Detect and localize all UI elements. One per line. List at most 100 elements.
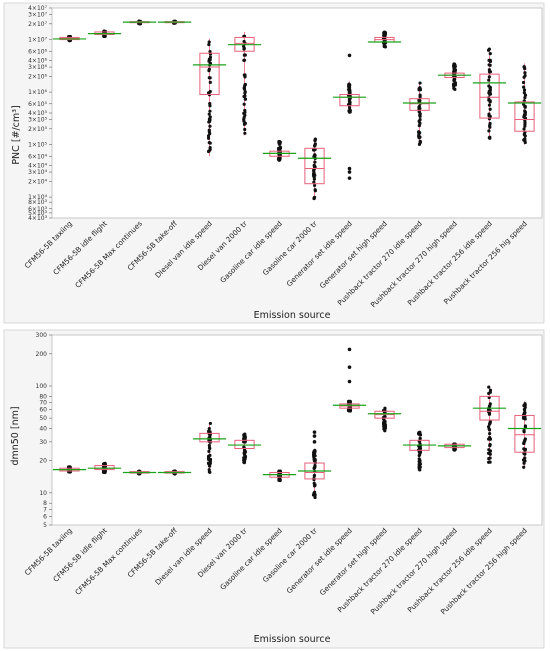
chart-1-data-point: [313, 138, 317, 142]
chart-2-data-point: [417, 431, 421, 435]
chart-2-data-point: [488, 437, 493, 441]
chart-2-data-point: [487, 428, 492, 432]
chart-2-data-point: [208, 421, 212, 426]
chart-2-data-point: [417, 467, 422, 472]
chart-2-data-point: [487, 411, 492, 415]
chart-1-y-axis-label: PNC [#/cm³]: [11, 105, 22, 164]
chart-1-data-point: [418, 81, 422, 85]
chart-1-data-point: [208, 55, 213, 60]
chart-1-y-tick-label: 3×10⁷: [28, 12, 47, 19]
chart-1-data-point: [313, 188, 317, 192]
chart-2-data-point: [312, 459, 317, 463]
chart-1-box: [199, 52, 220, 96]
chart-2-y-tick-label: 70: [39, 400, 47, 407]
chart-1-data-point: [208, 115, 212, 119]
chart-1-data-point: [418, 140, 422, 144]
chart-1-y-tick-label: 1×10⁷: [28, 37, 47, 44]
chart-2-y-tick-label: 200: [36, 351, 48, 358]
chart-2-data-point: [207, 456, 211, 461]
chart-1-data-point: [207, 40, 211, 44]
chart-1-data-point: [207, 69, 211, 73]
chart-2-data-point: [208, 464, 212, 468]
chart-2-y-tick-label: 40: [39, 426, 47, 433]
chart-1-y-tick-label: 4×10³: [28, 215, 47, 222]
chart-2-y-tick-label: 8: [43, 500, 47, 507]
chart-2-data-point: [383, 419, 387, 423]
chart-2-data-point: [523, 408, 527, 412]
chart-2-data-point: [243, 454, 247, 458]
chart-2-data-point: [278, 475, 282, 479]
chart-2-data-point: [207, 430, 211, 434]
chart-1-data-point: [417, 130, 421, 135]
chart-2-data-point: [312, 476, 316, 480]
chart-1-data-point: [417, 136, 421, 140]
chart-1-y-tick-label: 3×10⁶: [28, 64, 47, 71]
chart-2-data-point: [312, 473, 317, 478]
chart-1-data-point: [418, 95, 422, 99]
chart-2-data-point: [346, 400, 351, 404]
chart-2-data-point: [523, 438, 527, 442]
chart-1-box: [304, 147, 325, 185]
chart-1-box: [409, 98, 430, 111]
chart-1-data-point: [487, 103, 492, 107]
chart-2-data-point: [418, 449, 422, 453]
chart-1-outlier-point: [347, 53, 352, 58]
chart-1-y-tick-label: 2×10⁷: [28, 21, 47, 28]
chart-1-data-point: [243, 82, 247, 87]
chart-1-data-point: [313, 144, 317, 148]
chart-1-data-point: [523, 71, 527, 75]
chart-2-data-point: [242, 445, 246, 449]
chart-1-data-point: [487, 98, 491, 102]
chart-1-outlier-point: [347, 166, 352, 171]
chart-2-data-point: [418, 436, 422, 441]
chart-1-data-point: [207, 149, 211, 153]
chart-2-plot-area: [51, 334, 543, 526]
chart-2-box: [94, 465, 115, 471]
chart-1-data-point: [243, 122, 247, 126]
chart-1-data-point: [523, 93, 528, 97]
chart-2-data-point: [208, 461, 212, 465]
chart-2-data-point: [488, 432, 492, 436]
chart-2-y-tick-label: 50: [39, 415, 47, 422]
chart-2-data-point: [488, 421, 492, 425]
chart-1-data-point: [523, 96, 527, 100]
chart-1-outlier-point: [347, 176, 352, 180]
chart-1-data-point: [452, 66, 456, 70]
chart-1-data-point: [208, 104, 212, 108]
chart-1-y-tick-label: 4×10⁷: [28, 5, 47, 12]
chart-2-outlier-point: [347, 347, 352, 352]
chart-2-y-tick-label: 10: [39, 490, 47, 497]
chart-1-data-point: [242, 102, 246, 106]
chart-2-data-point: [417, 453, 421, 458]
chart-1-box: [339, 94, 360, 107]
chart-2-box: [514, 414, 535, 453]
chart-1-data-point: [243, 94, 247, 98]
chart-2-data-point: [313, 448, 317, 452]
chart-2-data-point: [522, 461, 526, 465]
chart-1-y-tick-label: 8×10³: [28, 199, 47, 206]
chart-1-data-point: [207, 140, 211, 145]
chart-2-box: [199, 432, 220, 443]
chart-1-data-point: [207, 59, 211, 63]
chart-2-data-point: [313, 493, 317, 497]
chart-1-data-point: [242, 117, 246, 121]
chart-1-data-point: [488, 107, 492, 111]
chart-2-x-axis-label: Emission source: [254, 634, 331, 645]
chart-1-data-point: [417, 87, 421, 91]
chart-2-data-point: [242, 460, 246, 464]
chart-1-data-point: [207, 42, 211, 47]
chart-2-outlier-point: [312, 434, 317, 438]
chart-2-data-point: [312, 481, 316, 485]
chart-2-y-tick-label: 300: [36, 332, 48, 339]
chart-1-data-point: [487, 91, 491, 95]
chart-1-data-point: [488, 125, 492, 129]
chart-1-data-point: [521, 80, 526, 85]
chart-2-data-point: [242, 457, 246, 461]
chart-1-data-point: [208, 124, 212, 128]
chart-1-data-point: [312, 169, 316, 173]
chart-1-data-point: [243, 108, 247, 113]
chart-1-data-point: [488, 121, 492, 126]
chart-1-x-axis-label: Emission source: [254, 310, 331, 321]
chart-1-data-point: [242, 85, 247, 90]
chart-1-data-point: [487, 84, 491, 88]
